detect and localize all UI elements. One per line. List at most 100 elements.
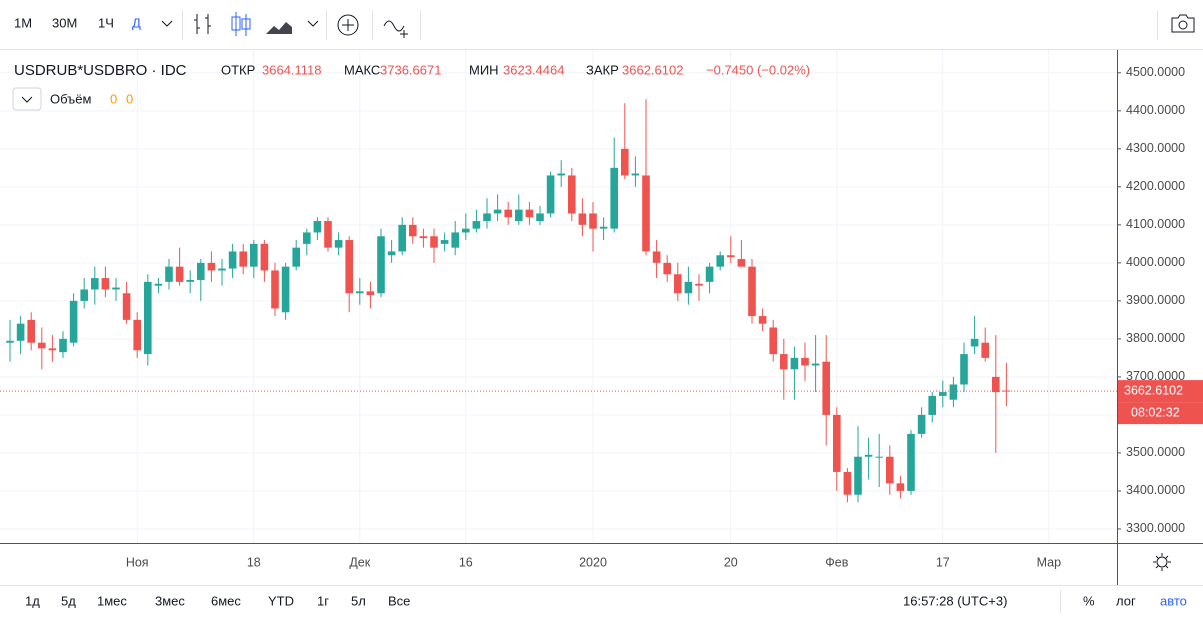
low-label: МИН (469, 62, 499, 77)
auto-toggle[interactable]: авто (1160, 593, 1187, 608)
candle-body (652, 251, 661, 263)
candle-body (345, 240, 353, 294)
range[interactable]: 1мес (97, 593, 127, 608)
y-tick-label: 4500.0000 (1126, 65, 1185, 79)
x-tick-label: 2020 (579, 555, 607, 569)
candle-body (716, 255, 724, 267)
volume-value: 0 (110, 91, 117, 106)
indicators-plus (342, 19, 354, 31)
candle-body (695, 283, 703, 286)
range[interactable]: 5л (351, 593, 366, 608)
range[interactable]: 1д (25, 593, 40, 608)
volume-value: 0 (126, 91, 133, 106)
candle-body (578, 213, 587, 225)
candle-body (228, 251, 237, 269)
y-tick-label: 3700.0000 (1126, 369, 1185, 383)
range[interactable]: 6мес (211, 593, 241, 608)
candle-body (175, 266, 184, 282)
y-tick-label: 4300.0000 (1126, 141, 1185, 155)
candle-body (59, 338, 67, 353)
candle-body (334, 240, 343, 248)
candle-body (642, 175, 650, 252)
snapshot-icon[interactable] (1171, 14, 1195, 33)
x-tick-label: 16 (459, 555, 473, 569)
x-tick-label: 17 (936, 555, 950, 569)
candles (6, 99, 1011, 503)
chart-type-menu-icon[interactable] (307, 20, 319, 27)
candle-body (610, 167, 618, 229)
candle-body (387, 251, 396, 256)
range[interactable]: YTD (268, 593, 294, 608)
compare-icon[interactable] (383, 20, 408, 38)
interval[interactable]: 1М (14, 15, 32, 30)
candle-body (1002, 390, 1011, 392)
candle-body (101, 278, 110, 290)
x-tick-label: 18 (247, 555, 261, 569)
candle-body (769, 327, 777, 355)
low-value: 3623.4464 (503, 62, 564, 77)
candle-body (896, 483, 905, 491)
interval[interactable]: 30М (52, 15, 77, 30)
y-tick-label: 3800.0000 (1126, 331, 1185, 345)
candle-body (557, 173, 565, 176)
candle-body (833, 414, 841, 472)
candle-body (303, 232, 311, 244)
percent-toggle[interactable]: % (1083, 593, 1095, 608)
candle-body (705, 266, 714, 282)
range[interactable]: 3мес (155, 593, 185, 608)
candle-body (960, 354, 968, 385)
volume-toggle-icon (21, 96, 33, 103)
candle-body (366, 291, 375, 296)
y-tick-label: 3500.0000 (1126, 445, 1185, 459)
volume-label: Объём (50, 91, 91, 106)
indicators-icon[interactable] (337, 14, 359, 36)
volume-toggle[interactable] (12, 87, 42, 111)
interval-active[interactable]: Д (132, 15, 141, 30)
y-tick-label: 3300.0000 (1126, 521, 1185, 535)
open-value: 3664.1118 (262, 62, 322, 77)
y-tick-label: 4400.0000 (1126, 103, 1185, 117)
candle-body (144, 281, 152, 355)
high-label: МАКС (344, 62, 380, 77)
area-icon[interactable] (266, 22, 292, 34)
candle-body (313, 221, 322, 233)
last-price-tag (1118, 380, 1203, 403)
candle-body (790, 357, 799, 370)
candle-body (409, 224, 417, 237)
candle-body (758, 316, 767, 324)
settings-icon[interactable] (1153, 553, 1171, 571)
range[interactable]: 5д (61, 593, 76, 608)
candle-body (483, 213, 491, 222)
candle-body (631, 173, 640, 176)
x-tick-label: Дек (349, 555, 370, 569)
candle-body (260, 243, 269, 271)
bars-icon[interactable] (194, 14, 211, 34)
candle-body (992, 376, 1000, 393)
candle-body (928, 395, 936, 415)
range[interactable]: Все (388, 593, 410, 608)
interval[interactable]: 1Ч (98, 15, 114, 30)
candle-body (91, 278, 99, 290)
x-tick-label: 20 (724, 555, 738, 569)
toolbar: 1М 30М 1Ч Д (14, 10, 1195, 40)
candle-body (112, 287, 120, 290)
candle-body (981, 342, 989, 358)
x-tick-label: Ноя (126, 555, 149, 569)
candles-icon[interactable] (231, 12, 251, 36)
candle-body (843, 471, 852, 495)
candle-body (419, 236, 428, 239)
last-price-label: 3662.6102 (1124, 383, 1183, 397)
change: −0.7450 (−0.02%) (706, 62, 810, 77)
candle-body (674, 274, 682, 294)
interval-menu-icon[interactable] (161, 20, 173, 27)
candle-body (186, 279, 194, 282)
range[interactable]: 1г (317, 593, 329, 608)
candle-body (801, 357, 809, 366)
candle-body (250, 243, 258, 267)
clock[interactable]: 16:57:28 (UTC+3) (903, 593, 1007, 608)
candle-body (684, 281, 693, 294)
y-tick-label: 3400.0000 (1126, 483, 1185, 497)
y-tick-label: 4100.0000 (1126, 217, 1185, 231)
log-toggle[interactable]: лог (1116, 593, 1136, 608)
